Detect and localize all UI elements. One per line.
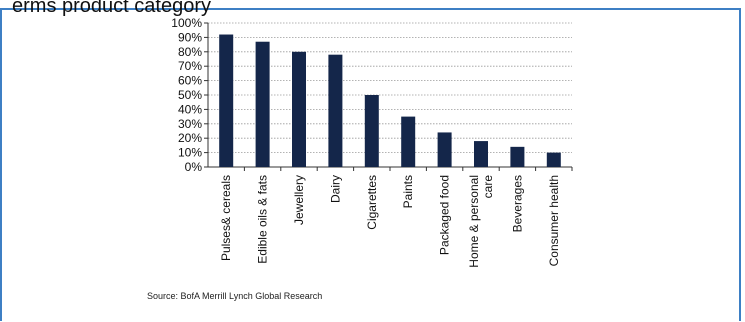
y-tick-label: 90%	[178, 30, 202, 44]
bar	[474, 141, 488, 167]
category-label: Jewellery	[292, 175, 306, 225]
bar	[437, 132, 452, 167]
category-label: care	[481, 175, 495, 199]
source-note: Source: BofA Merrill Lynch Global Resear…	[147, 291, 323, 301]
category-label: Dairy	[328, 175, 342, 203]
category-label: Pulses& cereals	[219, 175, 233, 261]
category-label: Beverages	[510, 175, 524, 232]
y-tick-label: 70%	[178, 59, 202, 73]
category-label: Cigarettes	[365, 175, 379, 230]
bar	[546, 152, 561, 167]
y-tick-label: 80%	[178, 45, 202, 59]
bar	[255, 41, 270, 167]
bar	[401, 116, 416, 167]
y-tick-label: 20%	[178, 131, 202, 145]
bar	[364, 95, 379, 167]
y-tick-label: 60%	[178, 74, 202, 88]
category-label: Home & personal	[467, 175, 481, 268]
y-tick-label: 30%	[178, 117, 202, 131]
page-title: erms product category	[12, 0, 211, 17]
y-tick-label: 40%	[178, 102, 202, 116]
category-label: Paints	[401, 175, 415, 208]
bar	[219, 34, 234, 167]
y-tick-label: 10%	[178, 146, 202, 160]
category-label: Edible oils & fats	[256, 175, 270, 264]
bar	[292, 51, 306, 167]
category-label: Consumer health	[547, 175, 561, 266]
y-tick-label: 100%	[171, 16, 202, 30]
bar	[328, 54, 343, 167]
bar	[510, 146, 525, 167]
y-tick-label: 0%	[185, 160, 203, 174]
y-tick-label: 50%	[178, 88, 202, 102]
category-label: Packaged food	[438, 175, 452, 255]
